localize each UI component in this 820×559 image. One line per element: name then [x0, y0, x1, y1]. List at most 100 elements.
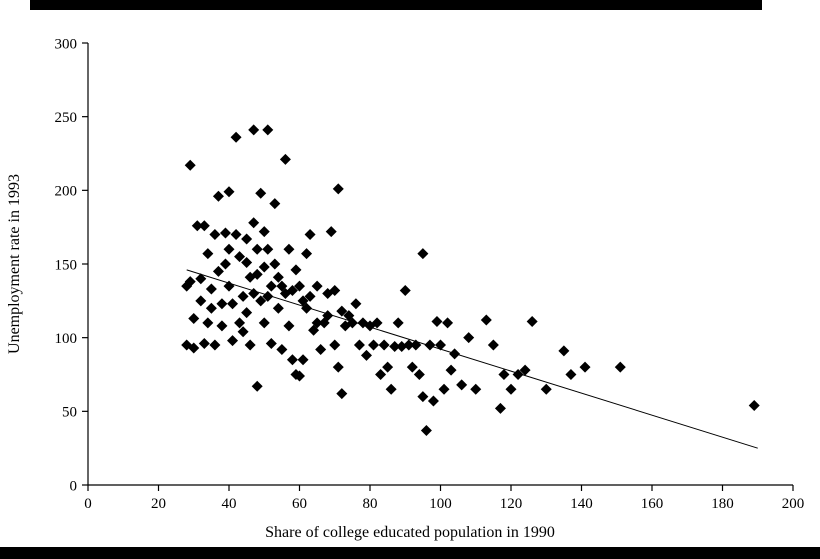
y-tick-label: 100	[55, 331, 78, 347]
scatter-point	[519, 364, 531, 376]
scatter-point	[205, 302, 217, 314]
scatter-point	[329, 339, 341, 351]
y-tick-label: 300	[55, 36, 78, 52]
scatter-point	[413, 369, 425, 380]
scatter-point	[332, 183, 344, 195]
scatter-point	[227, 298, 239, 310]
scatter-point	[353, 339, 365, 351]
scatter-point	[336, 305, 348, 317]
scatter-point	[494, 402, 506, 414]
scatter-point	[188, 313, 200, 325]
scatter-point	[420, 424, 432, 436]
scatter-point	[311, 317, 323, 329]
scatter-point	[286, 354, 298, 366]
scatter-point	[272, 302, 284, 314]
scatter-point	[311, 280, 323, 292]
scatter-point	[191, 220, 203, 232]
scatter-point	[399, 285, 411, 297]
x-tick-label: 140	[570, 496, 593, 512]
scatter-point	[258, 261, 270, 273]
scatter-point	[427, 395, 439, 407]
scatter-point	[237, 326, 249, 338]
scatter-point	[272, 271, 284, 283]
scatter-point	[230, 229, 242, 241]
scatter-point	[223, 280, 235, 292]
scatter-point	[417, 248, 429, 260]
scatter-point	[255, 187, 267, 199]
scatter-point	[205, 283, 217, 295]
scatter-point	[410, 339, 422, 351]
scatter-point	[230, 131, 242, 143]
scatter-point	[558, 345, 570, 357]
scatter-point	[262, 124, 274, 136]
scatter-point	[227, 335, 239, 347]
scatter-point	[283, 320, 295, 332]
x-tick-label: 180	[711, 496, 734, 512]
scatter-point	[512, 369, 524, 380]
scatter-point	[283, 243, 295, 255]
x-tick-label: 200	[782, 496, 805, 512]
y-axis-title: Unemployment rate in 1993	[6, 174, 23, 354]
x-tick-label: 160	[641, 496, 664, 512]
scatter-point	[463, 332, 475, 344]
trend-line	[186, 269, 758, 449]
scatter-point	[234, 251, 246, 263]
scatter-point	[294, 370, 305, 382]
y-tick-label: 200	[55, 184, 78, 200]
scatter-point	[403, 339, 415, 351]
scatter-point	[248, 287, 260, 299]
scatter-point	[438, 383, 450, 395]
scatter-point	[417, 391, 429, 403]
x-tick-label: 80	[363, 496, 378, 512]
scatter-point	[262, 290, 274, 302]
scatter-point	[480, 314, 492, 326]
scatter-point	[322, 310, 334, 322]
scatter-point	[424, 339, 436, 351]
scatter-point	[269, 258, 281, 270]
scatter-point	[371, 317, 383, 329]
scatter-point	[470, 383, 482, 395]
scatter-point	[198, 220, 210, 232]
scatter-point	[195, 273, 207, 285]
y-tick-label: 0	[70, 478, 78, 494]
scatter-point	[251, 268, 263, 280]
scatter-point	[262, 243, 274, 255]
scatter-point	[258, 226, 270, 238]
scatter-point	[234, 317, 246, 329]
scatter-point	[212, 265, 224, 277]
scatter-point	[223, 243, 235, 255]
scatter-point	[209, 229, 221, 241]
scatter-point	[445, 364, 457, 376]
scatter-point	[294, 280, 305, 292]
x-tick-label: 40	[222, 496, 237, 512]
scatter-point	[255, 295, 267, 307]
scatter-point	[184, 159, 196, 171]
scatter-point	[346, 317, 358, 329]
scatter-point	[431, 315, 443, 327]
scatter-point	[614, 361, 626, 373]
scatter-point	[290, 264, 302, 276]
scatter-point	[375, 369, 387, 380]
scatter-point	[382, 361, 394, 373]
scatter-point	[202, 248, 214, 260]
scatter-point	[498, 369, 510, 380]
scatter-point	[304, 290, 316, 302]
scatter-point	[297, 354, 309, 366]
scatter-point	[304, 229, 316, 241]
scatter-point	[329, 285, 341, 297]
x-tick-label: 60	[292, 496, 307, 512]
scatter-point	[202, 317, 214, 329]
scatter-point	[265, 338, 277, 350]
scatter-point	[435, 339, 446, 351]
scatter-point	[265, 280, 277, 292]
scatter-point	[276, 343, 288, 355]
scatter-point	[526, 315, 538, 327]
x-axis-title: Share of college educated population in …	[265, 524, 555, 541]
top-border-bar	[30, 0, 762, 10]
scatter-point	[184, 276, 196, 288]
y-tick-label: 250	[55, 110, 78, 126]
scatter-point	[332, 361, 344, 373]
scatter-point	[442, 317, 454, 329]
